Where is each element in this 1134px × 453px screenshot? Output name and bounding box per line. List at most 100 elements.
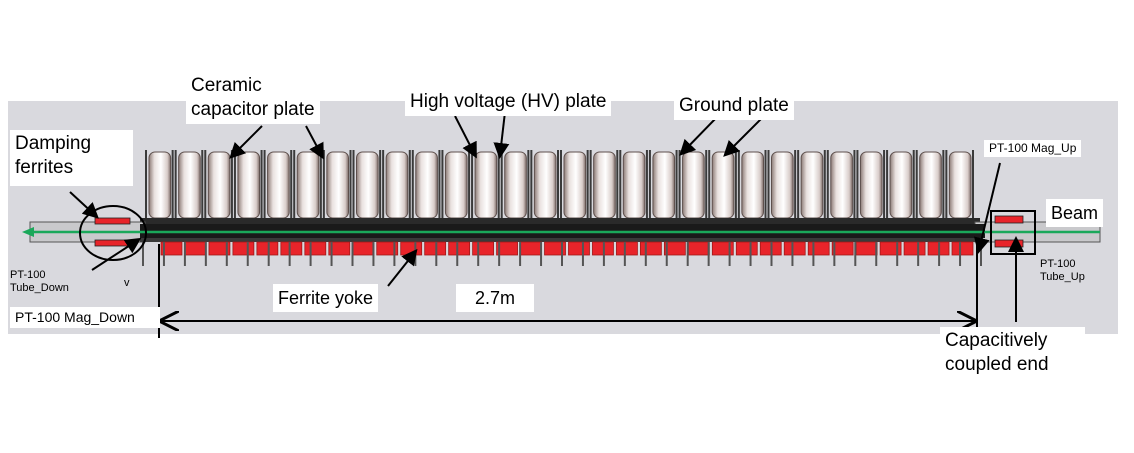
ground-plate-fin — [972, 150, 974, 220]
ceramic-capacitor-plate — [563, 151, 587, 219]
ferrite-block — [640, 241, 662, 256]
lower-fin — [917, 242, 920, 266]
ground-plate-fin — [734, 150, 737, 220]
ceramic-capacitor-plate — [237, 151, 261, 219]
ground-plate-fin — [438, 150, 441, 220]
hv-plate-fin — [648, 150, 651, 220]
pt100-mag-up-label: PT-100 Mag_Up — [984, 140, 1082, 157]
ceramic-capacitor-plate — [800, 151, 824, 219]
ground-plate-fin — [794, 150, 797, 220]
ceramic-capacitor-plate — [296, 151, 320, 219]
ferrite-block — [903, 241, 926, 256]
ferrite-block — [448, 241, 471, 256]
ferrite-block — [280, 241, 303, 256]
hv-plate-fin — [767, 150, 770, 220]
hv-plate-fin — [471, 150, 474, 220]
ground-plate-fin — [912, 150, 915, 220]
lower-fin — [288, 242, 291, 266]
ceramic-capacitor-plate — [207, 151, 231, 219]
lower-fin — [435, 242, 438, 266]
lower-fin — [875, 242, 878, 266]
hv-plate-fin — [797, 150, 800, 220]
lower-fin — [519, 242, 522, 266]
hv-plate-fin — [145, 150, 147, 220]
ferrite-block — [160, 241, 183, 256]
hv-plate-fin — [945, 150, 948, 220]
ferrite-yoke-label: Ferrite yoke — [273, 284, 379, 312]
ceramic-capacitor-plate — [741, 151, 764, 219]
ground-arrow-1 — [679, 115, 719, 156]
damping-ferrites-circle — [79, 205, 147, 261]
ferrite-block — [304, 241, 327, 256]
ground-arrow-2 — [723, 115, 765, 157]
beam-arrow-head — [22, 227, 34, 237]
ceramic-capacitor-plate — [830, 151, 853, 219]
lower-fin — [498, 242, 501, 266]
lower-fin — [330, 242, 333, 266]
lower-fin — [351, 242, 354, 266]
lower-fin — [665, 242, 668, 266]
ground-plate-fin — [349, 150, 352, 220]
hv-plate-fin — [826, 150, 829, 220]
hv-plate-fin — [174, 150, 177, 220]
ground-plate-fin — [527, 150, 530, 220]
ferrite-block — [951, 241, 974, 256]
ferrite-block — [496, 241, 518, 256]
ground-plate-fins — [142, 242, 982, 266]
ferrite-block — [520, 241, 542, 256]
ferrite-block — [663, 241, 686, 256]
ground-plate-fin — [675, 150, 678, 220]
pt100-tube-down-label: PT-100 Tube_Down — [10, 269, 69, 294]
lower-fin — [623, 242, 626, 266]
lower-fin — [644, 242, 647, 266]
ceramic-capacitor-plate — [711, 151, 735, 219]
ceramic-capacitor-plate — [356, 151, 379, 219]
lower-fin — [812, 242, 815, 266]
lower-fin — [896, 242, 899, 266]
lower-fin — [770, 242, 773, 266]
ceramic-capacitor-plate — [385, 151, 409, 219]
hv-plate-fin — [293, 150, 296, 220]
lower-fin — [225, 242, 228, 266]
lower-fin — [309, 242, 312, 266]
ferrite-block — [544, 241, 566, 256]
hv-plate-fin — [322, 150, 325, 220]
ground-plate-fin — [201, 150, 204, 220]
ceramic-arrow-1 — [229, 125, 263, 159]
lower-fin — [728, 242, 731, 266]
ferrite-block — [711, 241, 734, 256]
ferrite-block — [400, 241, 423, 256]
v-mark-label: v — [124, 277, 130, 289]
ceramic-capacitor-plate — [148, 151, 172, 219]
hv-plate-fin — [737, 150, 740, 220]
ferrite-block — [735, 241, 758, 256]
mag-up-arrow — [974, 162, 1001, 254]
hv-arrow-1 — [454, 115, 477, 159]
upper-plate-base — [140, 218, 980, 224]
lower-fin — [183, 242, 186, 266]
lower-fin — [561, 242, 563, 266]
lower-fin — [833, 242, 836, 266]
ceramic-capacitor-plate — [682, 151, 705, 219]
hv-arrow-2 — [493, 111, 510, 159]
hv-plate-fin — [382, 150, 385, 220]
ceramic-capacitor-plate — [178, 151, 201, 219]
hv-plate-fin — [560, 150, 562, 220]
hv-plate-fin — [530, 150, 533, 220]
hv-plate-fin — [678, 150, 681, 220]
ferrite-block — [352, 241, 375, 256]
ferrite-block — [376, 241, 399, 256]
lower-fin — [791, 242, 794, 266]
ferrite-block — [831, 241, 854, 256]
tube-down-arrow — [91, 237, 142, 271]
ceramic-capacitor-plate — [919, 151, 942, 219]
ceramic-capacitor-plate — [444, 151, 468, 219]
lower-plate-base — [140, 238, 980, 242]
ground-plate-fin — [319, 150, 322, 220]
ferrite-block — [184, 241, 207, 256]
ferrite-block — [328, 241, 351, 256]
beam-label: Beam — [1046, 199, 1104, 227]
ferrite-block — [807, 241, 830, 256]
hv-plate-fin — [233, 150, 236, 220]
